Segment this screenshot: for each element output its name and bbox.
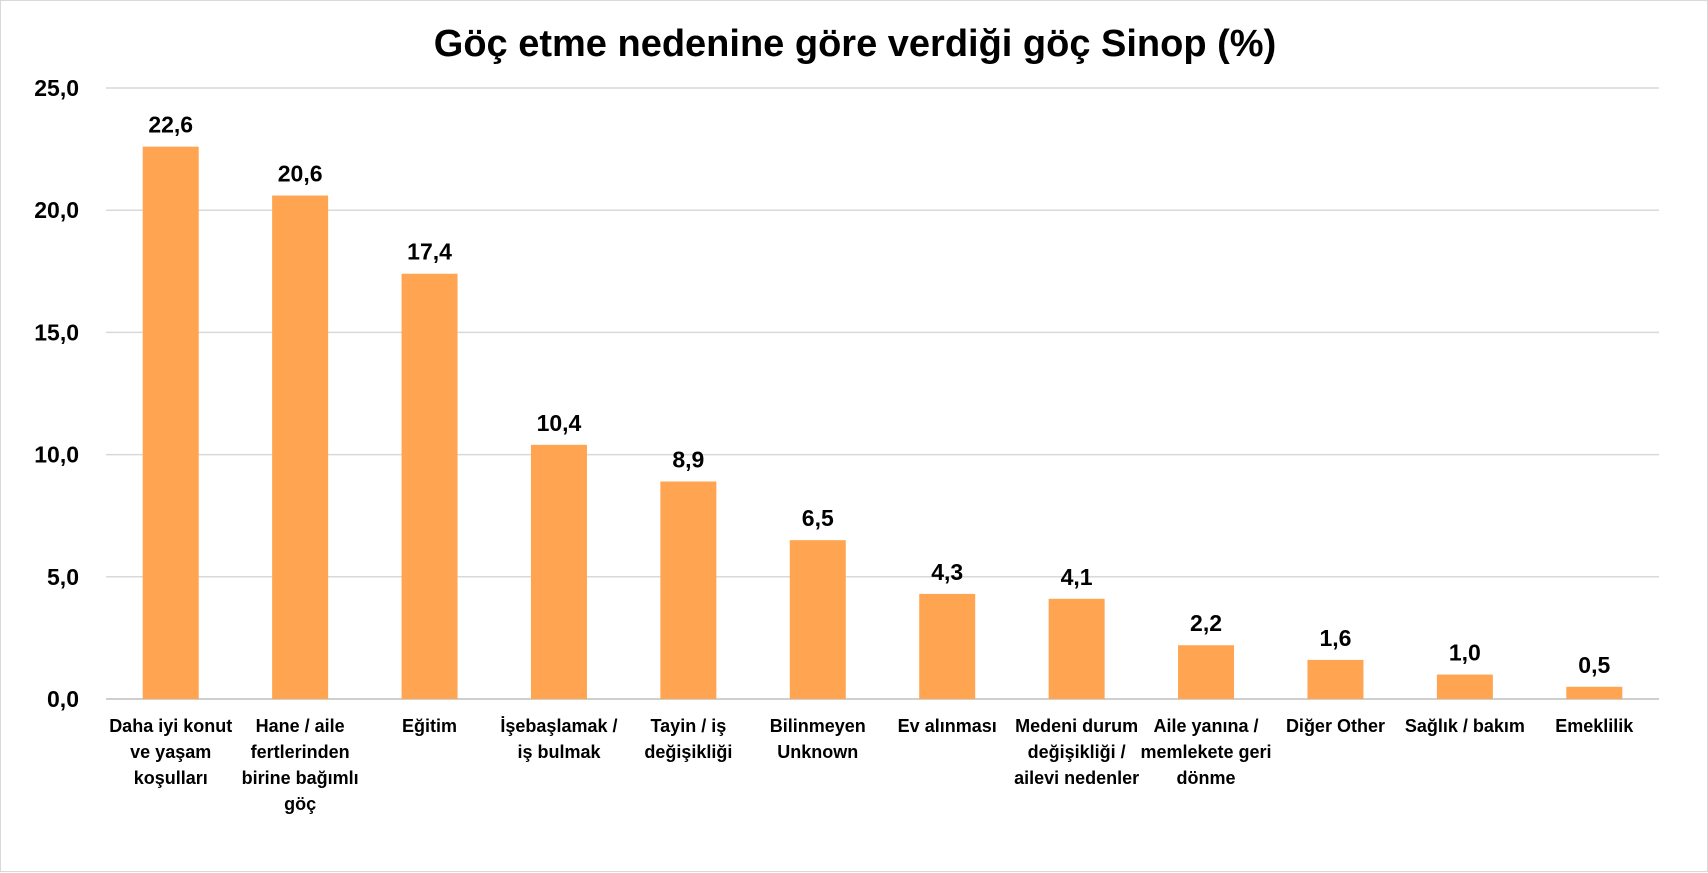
data-label: 6,5 xyxy=(802,505,834,531)
bar xyxy=(1436,674,1493,699)
y-tick-label: 0,0 xyxy=(47,686,79,712)
data-label: 1,0 xyxy=(1449,640,1481,666)
bar xyxy=(1048,598,1105,699)
y-tick-label: 10,0 xyxy=(34,442,79,468)
bar xyxy=(1178,645,1235,699)
y-tick-label: 20,0 xyxy=(34,197,79,223)
bar xyxy=(660,481,717,699)
y-tick-label: 15,0 xyxy=(34,319,79,345)
data-label: 17,4 xyxy=(407,239,452,265)
x-tick-label: Ev alınması xyxy=(897,716,997,736)
data-label: 20,6 xyxy=(278,161,323,187)
data-label: 10,4 xyxy=(537,410,582,436)
x-tick-label: İşebaşlamak / iş bulmak xyxy=(500,716,618,762)
bar xyxy=(1307,659,1364,699)
x-tick-label: Medeni durum değişikliği / ailevi nedenl… xyxy=(1014,716,1140,788)
x-tick-label: Aile yanına / memlekete geri dönme xyxy=(1140,716,1272,788)
data-label: 1,6 xyxy=(1319,625,1351,651)
bar xyxy=(142,146,199,699)
bar xyxy=(401,273,458,699)
y-tick-label: 5,0 xyxy=(47,564,79,590)
data-label: 2,2 xyxy=(1190,610,1222,636)
x-tick-label: Emeklilik xyxy=(1555,716,1634,736)
x-tick-label: Hane / aile fertlerinden birine bağımlı … xyxy=(241,716,359,814)
data-label: 4,3 xyxy=(931,559,963,585)
x-tick-label: Sağlık / bakım xyxy=(1404,716,1525,736)
data-label: 22,6 xyxy=(148,112,193,138)
bar xyxy=(272,195,329,699)
bar xyxy=(1566,686,1623,699)
bar xyxy=(530,444,587,699)
bar xyxy=(789,540,846,699)
x-tick-label: Bilinmeyen Unknown xyxy=(769,716,866,762)
data-label: 4,1 xyxy=(1061,564,1093,590)
x-tick-label: Eğitim xyxy=(402,716,458,736)
data-label: 8,9 xyxy=(672,446,704,472)
y-tick-label: 25,0 xyxy=(34,75,79,101)
bar xyxy=(919,593,976,699)
x-tick-label: Diğer Other xyxy=(1285,716,1385,736)
x-tick-label: Daha iyi konut ve yaşam koşulları xyxy=(109,716,233,788)
chart-title: Göç etme nedenine göre verdiği göç Sinop… xyxy=(433,23,1277,65)
x-tick-label: Tayin / iş değişikliği xyxy=(644,716,733,762)
data-label: 0,5 xyxy=(1578,652,1610,678)
